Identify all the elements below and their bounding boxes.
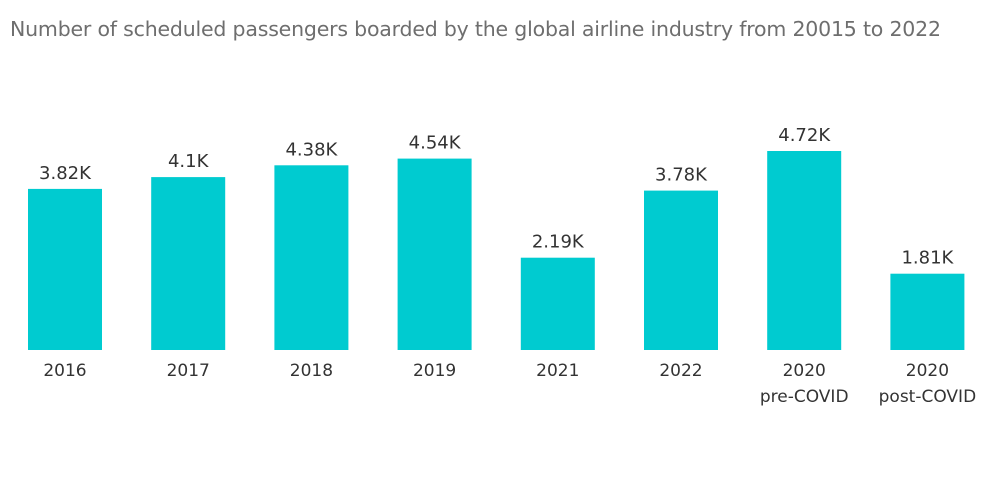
data-label: 4.38K: [285, 139, 338, 160]
bar-2016: [28, 188, 102, 350]
x-tick-label: 2017: [167, 361, 210, 381]
x-tick-label: 2016: [43, 361, 86, 381]
x-tick-label: 2022: [659, 361, 702, 381]
data-labels-group: 3.82K 4.1K 4.38K 4.54K 2.19K 3.78K 4.72K 1.81K: [39, 125, 954, 269]
bar-2022: [644, 190, 718, 350]
data-label: 4.1K: [168, 151, 210, 172]
chart-title: Number of scheduled passengers boarded b…: [10, 17, 941, 41]
bar-2020-post-covid: [890, 273, 965, 350]
data-label: 3.82K: [39, 163, 92, 184]
x-tick-label: 2020: [783, 361, 826, 381]
bar-2020-pre-covid: [767, 151, 842, 350]
data-label: 3.78K: [655, 165, 708, 186]
x-tick-label: pre-COVID: [760, 387, 849, 407]
bar-2021: [520, 257, 595, 350]
x-tick-label: 2020: [906, 361, 949, 381]
data-label: 1.81K: [901, 248, 954, 269]
x-axis-tick-labels: 2016 2017 2018 2019 2021 2022 2020 pre-COVID 202…: [43, 361, 976, 407]
data-label: 4.54K: [409, 133, 462, 154]
bar-2018: [274, 165, 349, 350]
x-tick-label: post-COVID: [879, 387, 977, 407]
bars-group: [28, 151, 965, 350]
x-tick-label: 2018: [290, 361, 333, 381]
x-tick-label: 2019: [413, 361, 456, 381]
bar-2017: [151, 177, 226, 350]
data-label: 4.72K: [778, 125, 831, 146]
bar-2019: [397, 158, 472, 350]
data-label: 2.19K: [532, 232, 585, 253]
x-tick-label: 2021: [536, 361, 579, 381]
